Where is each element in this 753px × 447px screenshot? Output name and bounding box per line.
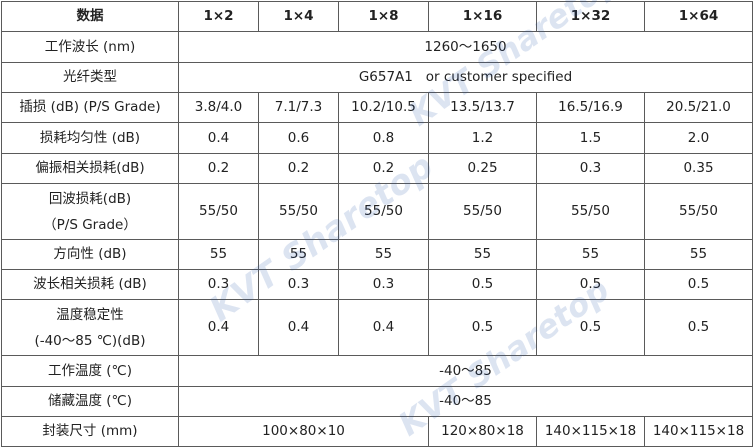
header-col: 1×64 — [644, 1, 753, 32]
row-label: 回波损耗(dB) （P/S Grade） — [1, 183, 179, 240]
row-value: -40～85 — [178, 355, 753, 387]
row-label: 温度稳定性 (-40～85 ℃)(dB) — [1, 299, 179, 356]
row-label: 偏振相关损耗(dB) — [1, 153, 179, 184]
cell: 140×115×18 — [644, 416, 753, 447]
row-label-line: （P/S Grade） — [43, 216, 137, 233]
cell: 7.1/7.3 — [258, 92, 339, 123]
cell: 55 — [644, 239, 753, 270]
table-row: 工作温度 (℃) -40～85 — [1, 355, 753, 387]
table-row: 插损 (dB) (P/S Grade) 3.8/4.0 7.1/7.3 10.2… — [1, 92, 753, 123]
cell: 0.5 — [428, 299, 537, 356]
cell: 13.5/13.7 — [428, 92, 537, 123]
table-row: 光纤类型 G657A1 or customer specified — [1, 62, 753, 93]
row-label: 光纤类型 — [1, 62, 179, 93]
cell: 20.5/21.0 — [644, 92, 753, 123]
cell: 55/50 — [428, 183, 537, 240]
cell: 55/50 — [338, 183, 429, 240]
table-row: 方向性 (dB) 55 55 55 55 55 55 — [1, 239, 753, 270]
cell: 0.4 — [338, 299, 429, 356]
header-col: 1×2 — [178, 1, 259, 32]
header-col: 1×32 — [536, 1, 645, 32]
cell: 0.3 — [178, 269, 259, 300]
row-value: 1260～1650 — [178, 31, 753, 63]
cell: 3.8/4.0 — [178, 92, 259, 123]
table-row: 回波损耗(dB) （P/S Grade） 55/50 55/50 55/50 5… — [1, 183, 753, 240]
row-label: 工作波长 (nm) — [1, 31, 179, 63]
row-value: G657A1 or customer specified — [178, 62, 753, 93]
header-row: 数据 1×2 1×4 1×8 1×16 1×32 1×64 — [1, 1, 753, 32]
cell: 0.35 — [644, 153, 753, 184]
header-col: 1×4 — [258, 1, 339, 32]
row-label: 工作温度 (℃) — [1, 355, 179, 387]
cell: 16.5/16.9 — [536, 92, 645, 123]
cell: 55/50 — [644, 183, 753, 240]
row-label: 方向性 (dB) — [1, 239, 179, 270]
cell: 1.2 — [428, 122, 537, 154]
row-value: -40～85 — [178, 386, 753, 417]
header-col: 1×16 — [428, 1, 537, 32]
cell: 100×80×10 — [178, 416, 429, 447]
cell: 55/50 — [178, 183, 259, 240]
cell: 120×80×18 — [428, 416, 537, 447]
row-label-line: (-40～85 ℃)(dB) — [34, 332, 146, 349]
table-row: 损耗均匀性 (dB) 0.4 0.6 0.8 1.2 1.5 2.0 — [1, 122, 753, 154]
row-label-line: 回波损耗(dB) — [48, 190, 132, 207]
cell: 0.5 — [644, 269, 753, 300]
cell: 55/50 — [258, 183, 339, 240]
cell: 0.2 — [258, 153, 339, 184]
table-row: 封装尺寸 (mm) 100×80×10 120×80×18 140×115×18… — [1, 416, 753, 447]
cell: 0.5 — [536, 269, 645, 300]
row-label: 损耗均匀性 (dB) — [1, 122, 179, 154]
cell: 0.4 — [178, 299, 259, 356]
table-row: 工作波长 (nm) 1260～1650 — [1, 31, 753, 63]
row-label: 插损 (dB) (P/S Grade) — [1, 92, 179, 123]
cell: 0.3 — [536, 153, 645, 184]
cell: 55 — [428, 239, 537, 270]
row-label: 储藏温度 (℃) — [1, 386, 179, 417]
cell: 0.4 — [258, 299, 339, 356]
cell: 55 — [178, 239, 259, 270]
cell: 0.5 — [644, 299, 753, 356]
header-label: 数据 — [1, 1, 179, 32]
cell: 0.2 — [338, 153, 429, 184]
cell: 0.5 — [428, 269, 537, 300]
table-row: 偏振相关损耗(dB) 0.2 0.2 0.2 0.25 0.3 0.35 — [1, 153, 753, 184]
row-label: 封装尺寸 (mm) — [1, 416, 179, 447]
cell: 0.6 — [258, 122, 339, 154]
cell: 0.8 — [338, 122, 429, 154]
cell: 2.0 — [644, 122, 753, 154]
cell: 140×115×18 — [536, 416, 645, 447]
cell: 10.2/10.5 — [338, 92, 429, 123]
cell: 0.4 — [178, 122, 259, 154]
cell: 55 — [536, 239, 645, 270]
header-col: 1×8 — [338, 1, 429, 32]
cell: 0.3 — [338, 269, 429, 300]
cell: 0.3 — [258, 269, 339, 300]
table-row: 温度稳定性 (-40～85 ℃)(dB) 0.4 0.4 0.4 0.5 0.5… — [1, 299, 753, 356]
cell: 55/50 — [536, 183, 645, 240]
cell: 0.25 — [428, 153, 537, 184]
row-label-line: 温度稳定性 — [56, 306, 124, 323]
table-row: 波长相关损耗 (dB) 0.3 0.3 0.3 0.5 0.5 0.5 — [1, 269, 753, 300]
cell: 55 — [338, 239, 429, 270]
row-label: 波长相关损耗 (dB) — [1, 269, 179, 300]
cell: 55 — [258, 239, 339, 270]
cell: 0.5 — [536, 299, 645, 356]
cell: 0.2 — [178, 153, 259, 184]
cell: 1.5 — [536, 122, 645, 154]
table-row: 储藏温度 (℃) -40～85 — [1, 386, 753, 417]
